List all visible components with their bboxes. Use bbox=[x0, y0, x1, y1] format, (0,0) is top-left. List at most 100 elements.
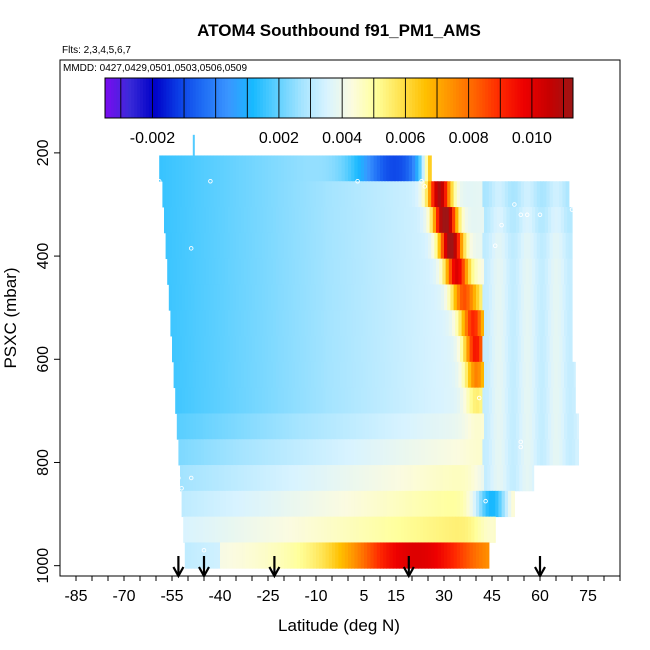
heatmap-cell bbox=[319, 284, 323, 311]
heatmap-cell bbox=[292, 310, 296, 337]
heatmap-cell bbox=[197, 490, 202, 518]
heatmap-cell bbox=[359, 310, 363, 337]
heatmap-cell bbox=[541, 258, 546, 285]
heatmap-cell bbox=[408, 181, 413, 208]
heatmap-cell bbox=[210, 490, 215, 518]
heatmap-cell bbox=[466, 284, 471, 311]
heatmap-cell bbox=[453, 232, 458, 260]
heatmap-cell bbox=[444, 542, 448, 569]
heatmap-cell bbox=[410, 310, 415, 337]
heatmap-cell bbox=[178, 387, 183, 414]
heatmap-cell bbox=[263, 310, 267, 337]
heatmap-cell bbox=[258, 490, 263, 518]
heatmap-cell bbox=[364, 155, 368, 182]
heatmap-cell bbox=[543, 387, 547, 414]
heatmap-cell bbox=[280, 181, 285, 208]
heatmap-cell bbox=[247, 413, 251, 440]
heatmap-cell bbox=[474, 207, 479, 234]
colorbar-swatch bbox=[520, 78, 524, 118]
heatmap-cell bbox=[432, 516, 437, 543]
heatmap-cell bbox=[232, 490, 237, 518]
heatmap-cell bbox=[528, 413, 533, 440]
heatmap-cell bbox=[272, 361, 277, 389]
heatmap-cell bbox=[512, 413, 517, 440]
heatmap-cell bbox=[464, 465, 469, 492]
heatmap-cell bbox=[399, 387, 403, 414]
heatmap-cell bbox=[488, 490, 493, 518]
heatmap-cell bbox=[349, 465, 354, 492]
heatmap-cell bbox=[330, 361, 335, 389]
heatmap-cell bbox=[314, 207, 319, 234]
heatmap-cell bbox=[184, 387, 189, 414]
heatmap-cell bbox=[336, 258, 341, 285]
heatmap-cell bbox=[400, 310, 405, 337]
heatmap-cell bbox=[514, 439, 519, 466]
heatmap-cell bbox=[405, 232, 410, 260]
heatmap-cell bbox=[442, 516, 447, 543]
heatmap-cell bbox=[344, 490, 349, 518]
heatmap-cell bbox=[240, 413, 245, 440]
heatmap-cell bbox=[415, 542, 419, 569]
heatmap-cell bbox=[418, 181, 423, 208]
flight-arrow bbox=[402, 556, 415, 579]
heatmap-cell bbox=[524, 181, 528, 208]
heatmap-cell bbox=[255, 284, 259, 311]
heatmap-cell bbox=[228, 310, 232, 337]
heatmap-cell bbox=[192, 465, 197, 492]
heatmap-cell bbox=[436, 413, 440, 440]
heatmap-cell bbox=[341, 284, 346, 311]
heatmap-cell bbox=[266, 207, 271, 234]
heatmap-cell bbox=[389, 542, 394, 569]
heatmap-cell bbox=[567, 361, 571, 389]
heatmap-cell bbox=[236, 155, 240, 182]
heatmap-cell bbox=[388, 207, 392, 234]
heatmap-cell bbox=[452, 516, 456, 543]
heatmap-cell bbox=[508, 490, 512, 518]
heatmap-cell bbox=[440, 336, 445, 363]
heatmap-cell bbox=[362, 361, 367, 389]
colorbar-swatch bbox=[359, 78, 363, 118]
heatmap-cell bbox=[292, 465, 296, 492]
heatmap-cell bbox=[338, 155, 343, 182]
heatmap-cell bbox=[352, 361, 357, 389]
heatmap-cell bbox=[370, 284, 375, 311]
heatmap-cell bbox=[485, 284, 490, 311]
heatmap-cell bbox=[458, 207, 463, 234]
heatmap-cell bbox=[376, 181, 381, 208]
heatmap-cell bbox=[424, 387, 429, 414]
heatmap-cell bbox=[516, 465, 520, 492]
heatmap-cell bbox=[455, 207, 459, 234]
heatmap-cell bbox=[444, 387, 448, 414]
heatmap-cell bbox=[186, 413, 191, 440]
heatmap-cell bbox=[447, 181, 451, 208]
colorbar-swatch bbox=[236, 78, 241, 118]
heatmap-cell bbox=[288, 413, 293, 440]
heatmap-cell bbox=[304, 310, 309, 337]
heatmap-cell bbox=[208, 413, 213, 440]
colorbar-swatch bbox=[362, 78, 366, 118]
heatmap-cell bbox=[381, 310, 386, 337]
colorbar-swatch bbox=[412, 78, 416, 118]
heatmap-cell bbox=[237, 207, 242, 234]
heatmap-cell bbox=[416, 465, 421, 492]
heatmap-cell bbox=[479, 336, 483, 363]
heatmap-cell bbox=[386, 336, 391, 363]
heatmap-cell bbox=[232, 439, 237, 466]
heatmap-cell bbox=[333, 310, 338, 337]
colorbar-swatch bbox=[529, 78, 533, 118]
heatmap-cell bbox=[269, 361, 274, 389]
heatmap-cell bbox=[316, 232, 320, 260]
heatmap-cell bbox=[364, 490, 368, 518]
heatmap-cell bbox=[351, 232, 355, 260]
heatmap-cell bbox=[477, 516, 482, 543]
heatmap-cell bbox=[234, 465, 239, 492]
heatmap-cell bbox=[232, 336, 237, 363]
heatmap-cell bbox=[325, 232, 330, 260]
heatmap-cell bbox=[399, 181, 403, 208]
heatmap-cell bbox=[501, 490, 506, 518]
heatmap-cell bbox=[181, 439, 186, 466]
heatmap-cell bbox=[324, 516, 328, 543]
heatmap-cell bbox=[272, 465, 277, 492]
heatmap-cell bbox=[399, 336, 403, 363]
heatmap-cell bbox=[295, 207, 299, 234]
